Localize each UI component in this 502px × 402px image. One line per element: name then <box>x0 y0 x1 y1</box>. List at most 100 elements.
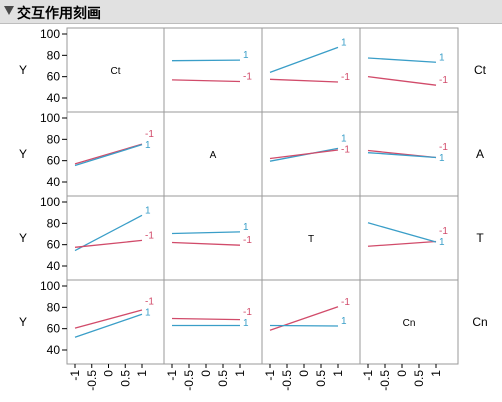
interaction-trace-Cn-Ct <box>74 313 143 338</box>
x-tick-label: 0 <box>297 370 311 377</box>
trace-level-label: -1 <box>439 142 448 153</box>
interaction-trace-Cn-A <box>171 317 241 321</box>
title-bar: 交互作用刻画 <box>0 0 502 24</box>
trace-level-label: -1 <box>439 75 448 86</box>
y-tick-label: 60 <box>47 70 61 84</box>
x-tick-label: 0 <box>395 370 409 377</box>
plot-cell-frame <box>66 111 165 197</box>
x-tick-label: -0.5 <box>378 370 392 391</box>
x-tick-label: 1 <box>233 370 247 377</box>
x-tick-label: -1 <box>68 370 82 381</box>
interaction-trace-T-Cn <box>367 240 437 247</box>
row-factor-label: A <box>476 147 484 161</box>
x-tick-label: 1 <box>429 370 443 377</box>
factor-label: T <box>308 234 314 245</box>
y-tick-label: 40 <box>47 175 61 189</box>
trace-level-label: -1 <box>145 230 154 241</box>
y-tick-label: 100 <box>40 27 60 41</box>
report-title: 交互作用刻画 <box>17 5 101 21</box>
trace-level-label: 1 <box>439 237 445 248</box>
interaction-trace-Cn-T <box>269 324 339 327</box>
interaction-trace-Ct-A <box>171 79 241 83</box>
collapse-triangle-icon[interactable] <box>4 6 14 15</box>
interaction-trace-Ct-Cn <box>367 76 437 86</box>
x-tick-label: -1 <box>263 370 277 381</box>
trace-level-label: 1 <box>439 52 445 63</box>
x-tick-label: -1 <box>361 370 375 381</box>
x-tick-label: 0.5 <box>118 370 132 387</box>
plot-cell-frame <box>66 279 165 365</box>
factor-label: Ct <box>111 66 121 77</box>
trace-level-label: 1 <box>145 308 151 319</box>
interaction-trace-Cn-Ct <box>74 309 143 329</box>
plot-cell-frame <box>163 27 263 113</box>
y-tick-label: 80 <box>47 132 61 146</box>
x-tick-label: -0.5 <box>182 370 196 391</box>
y-tick-label: 80 <box>47 300 61 314</box>
trace-level-label: -1 <box>145 297 154 308</box>
interaction-trace-Cn-T <box>269 306 339 331</box>
x-tick-label: -0.5 <box>85 370 99 391</box>
interaction-trace-A-Ct <box>74 144 143 167</box>
trace-level-label: 1 <box>145 140 151 151</box>
y-tick-label: 80 <box>47 216 61 230</box>
x-tick-label: 0 <box>102 370 116 377</box>
x-tick-label: 0.5 <box>314 370 328 387</box>
y-tick-label: 80 <box>47 48 61 62</box>
y-tick-label: 40 <box>47 259 61 273</box>
interaction-trace-Ct-Cn <box>367 57 437 63</box>
interaction-trace-T-A <box>171 241 241 246</box>
y-tick-label: 100 <box>40 195 60 209</box>
x-tick-label: 1 <box>331 370 345 377</box>
y-axis-label: Y <box>19 147 27 161</box>
trace-level-label: -1 <box>341 72 350 83</box>
trace-level-label: -1 <box>439 226 448 237</box>
trace-level-label: -1 <box>243 307 252 318</box>
row-factor-label: T <box>476 231 484 245</box>
trace-level-label: -1 <box>243 235 252 246</box>
row-factor-label: Ct <box>474 63 487 77</box>
x-tick-label: -1 <box>165 370 179 381</box>
trace-level-label: 1 <box>341 134 347 145</box>
plot-cell-frame <box>359 27 459 113</box>
factor-label: Cn <box>403 318 416 329</box>
trace-level-label: 1 <box>439 153 445 164</box>
trace-level-label: 1 <box>145 205 151 216</box>
plot-cell-frame <box>359 279 459 365</box>
factor-label: A <box>210 150 217 161</box>
y-axis-label: Y <box>19 315 27 329</box>
interaction-trace-T-Ct <box>74 239 143 248</box>
x-tick-label: 0.5 <box>216 370 230 387</box>
trace-level-label: -1 <box>145 129 154 140</box>
trace-level-label: 1 <box>243 222 249 233</box>
interaction-trace-A-Cn <box>367 152 437 159</box>
y-tick-label: 60 <box>47 322 61 336</box>
trace-level-label: -1 <box>341 297 350 308</box>
interaction-trace-T-Cn <box>367 222 437 243</box>
y-tick-label: 40 <box>47 91 61 105</box>
y-tick-label: 60 <box>47 154 61 168</box>
y-tick-label: 100 <box>40 279 60 293</box>
trace-level-label: 1 <box>341 37 347 48</box>
interaction-trace-Ct-T <box>269 46 339 74</box>
interaction-trace-Ct-T <box>269 78 339 83</box>
trace-level-label: -1 <box>243 71 252 82</box>
interaction-trace-T-Ct <box>74 214 143 252</box>
trace-level-label: 1 <box>341 316 347 327</box>
x-tick-label: 0 <box>199 370 213 377</box>
x-tick-label: 0.5 <box>412 370 426 387</box>
y-axis-label: Y <box>19 231 27 245</box>
x-tick-label: 1 <box>135 370 149 377</box>
y-tick-label: 60 <box>47 238 61 252</box>
row-factor-label: Cn <box>472 315 487 329</box>
x-tick-label: -0.5 <box>280 370 294 391</box>
y-axis-label: Y <box>19 63 27 77</box>
interaction-trace-Ct-A <box>171 59 241 62</box>
interaction-trace-A-T <box>269 149 339 160</box>
trace-level-label: 1 <box>243 318 249 329</box>
interaction-trace-A-Ct <box>74 143 143 165</box>
trace-level-label: 1 <box>243 50 249 61</box>
y-tick-label: 40 <box>47 343 61 357</box>
y-tick-label: 100 <box>40 111 60 125</box>
